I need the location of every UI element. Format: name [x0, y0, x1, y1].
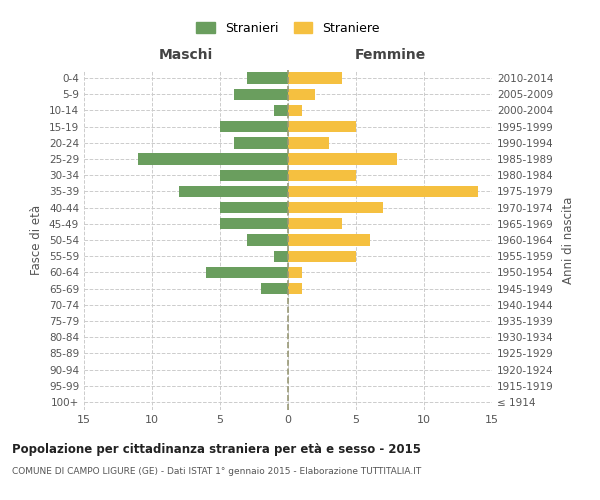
Bar: [288, 137, 329, 148]
Bar: [288, 218, 343, 230]
Y-axis label: Anni di nascita: Anni di nascita: [562, 196, 575, 284]
Bar: [206, 266, 288, 278]
Bar: [179, 186, 288, 197]
Text: COMUNE DI CAMPO LIGURE (GE) - Dati ISTAT 1° gennaio 2015 - Elaborazione TUTTITAL: COMUNE DI CAMPO LIGURE (GE) - Dati ISTAT…: [12, 468, 421, 476]
Bar: [288, 170, 356, 181]
Bar: [288, 283, 302, 294]
Bar: [220, 170, 288, 181]
Text: Popolazione per cittadinanza straniera per età e sesso - 2015: Popolazione per cittadinanza straniera p…: [12, 442, 421, 456]
Legend: Stranieri, Straniere: Stranieri, Straniere: [196, 22, 380, 35]
Y-axis label: Fasce di età: Fasce di età: [31, 205, 43, 275]
Bar: [288, 105, 302, 116]
Bar: [247, 72, 288, 84]
Text: Maschi: Maschi: [159, 48, 213, 62]
Bar: [274, 250, 288, 262]
Bar: [288, 202, 383, 213]
Bar: [274, 105, 288, 116]
Bar: [288, 88, 315, 100]
Bar: [139, 154, 288, 164]
Bar: [288, 186, 478, 197]
Bar: [220, 218, 288, 230]
Bar: [288, 121, 356, 132]
Text: Femmine: Femmine: [355, 48, 425, 62]
Bar: [288, 234, 370, 246]
Bar: [247, 234, 288, 246]
Bar: [261, 283, 288, 294]
Bar: [233, 137, 288, 148]
Bar: [233, 88, 288, 100]
Bar: [288, 250, 356, 262]
Bar: [288, 154, 397, 164]
Bar: [288, 266, 302, 278]
Bar: [220, 202, 288, 213]
Bar: [288, 72, 343, 84]
Bar: [220, 121, 288, 132]
